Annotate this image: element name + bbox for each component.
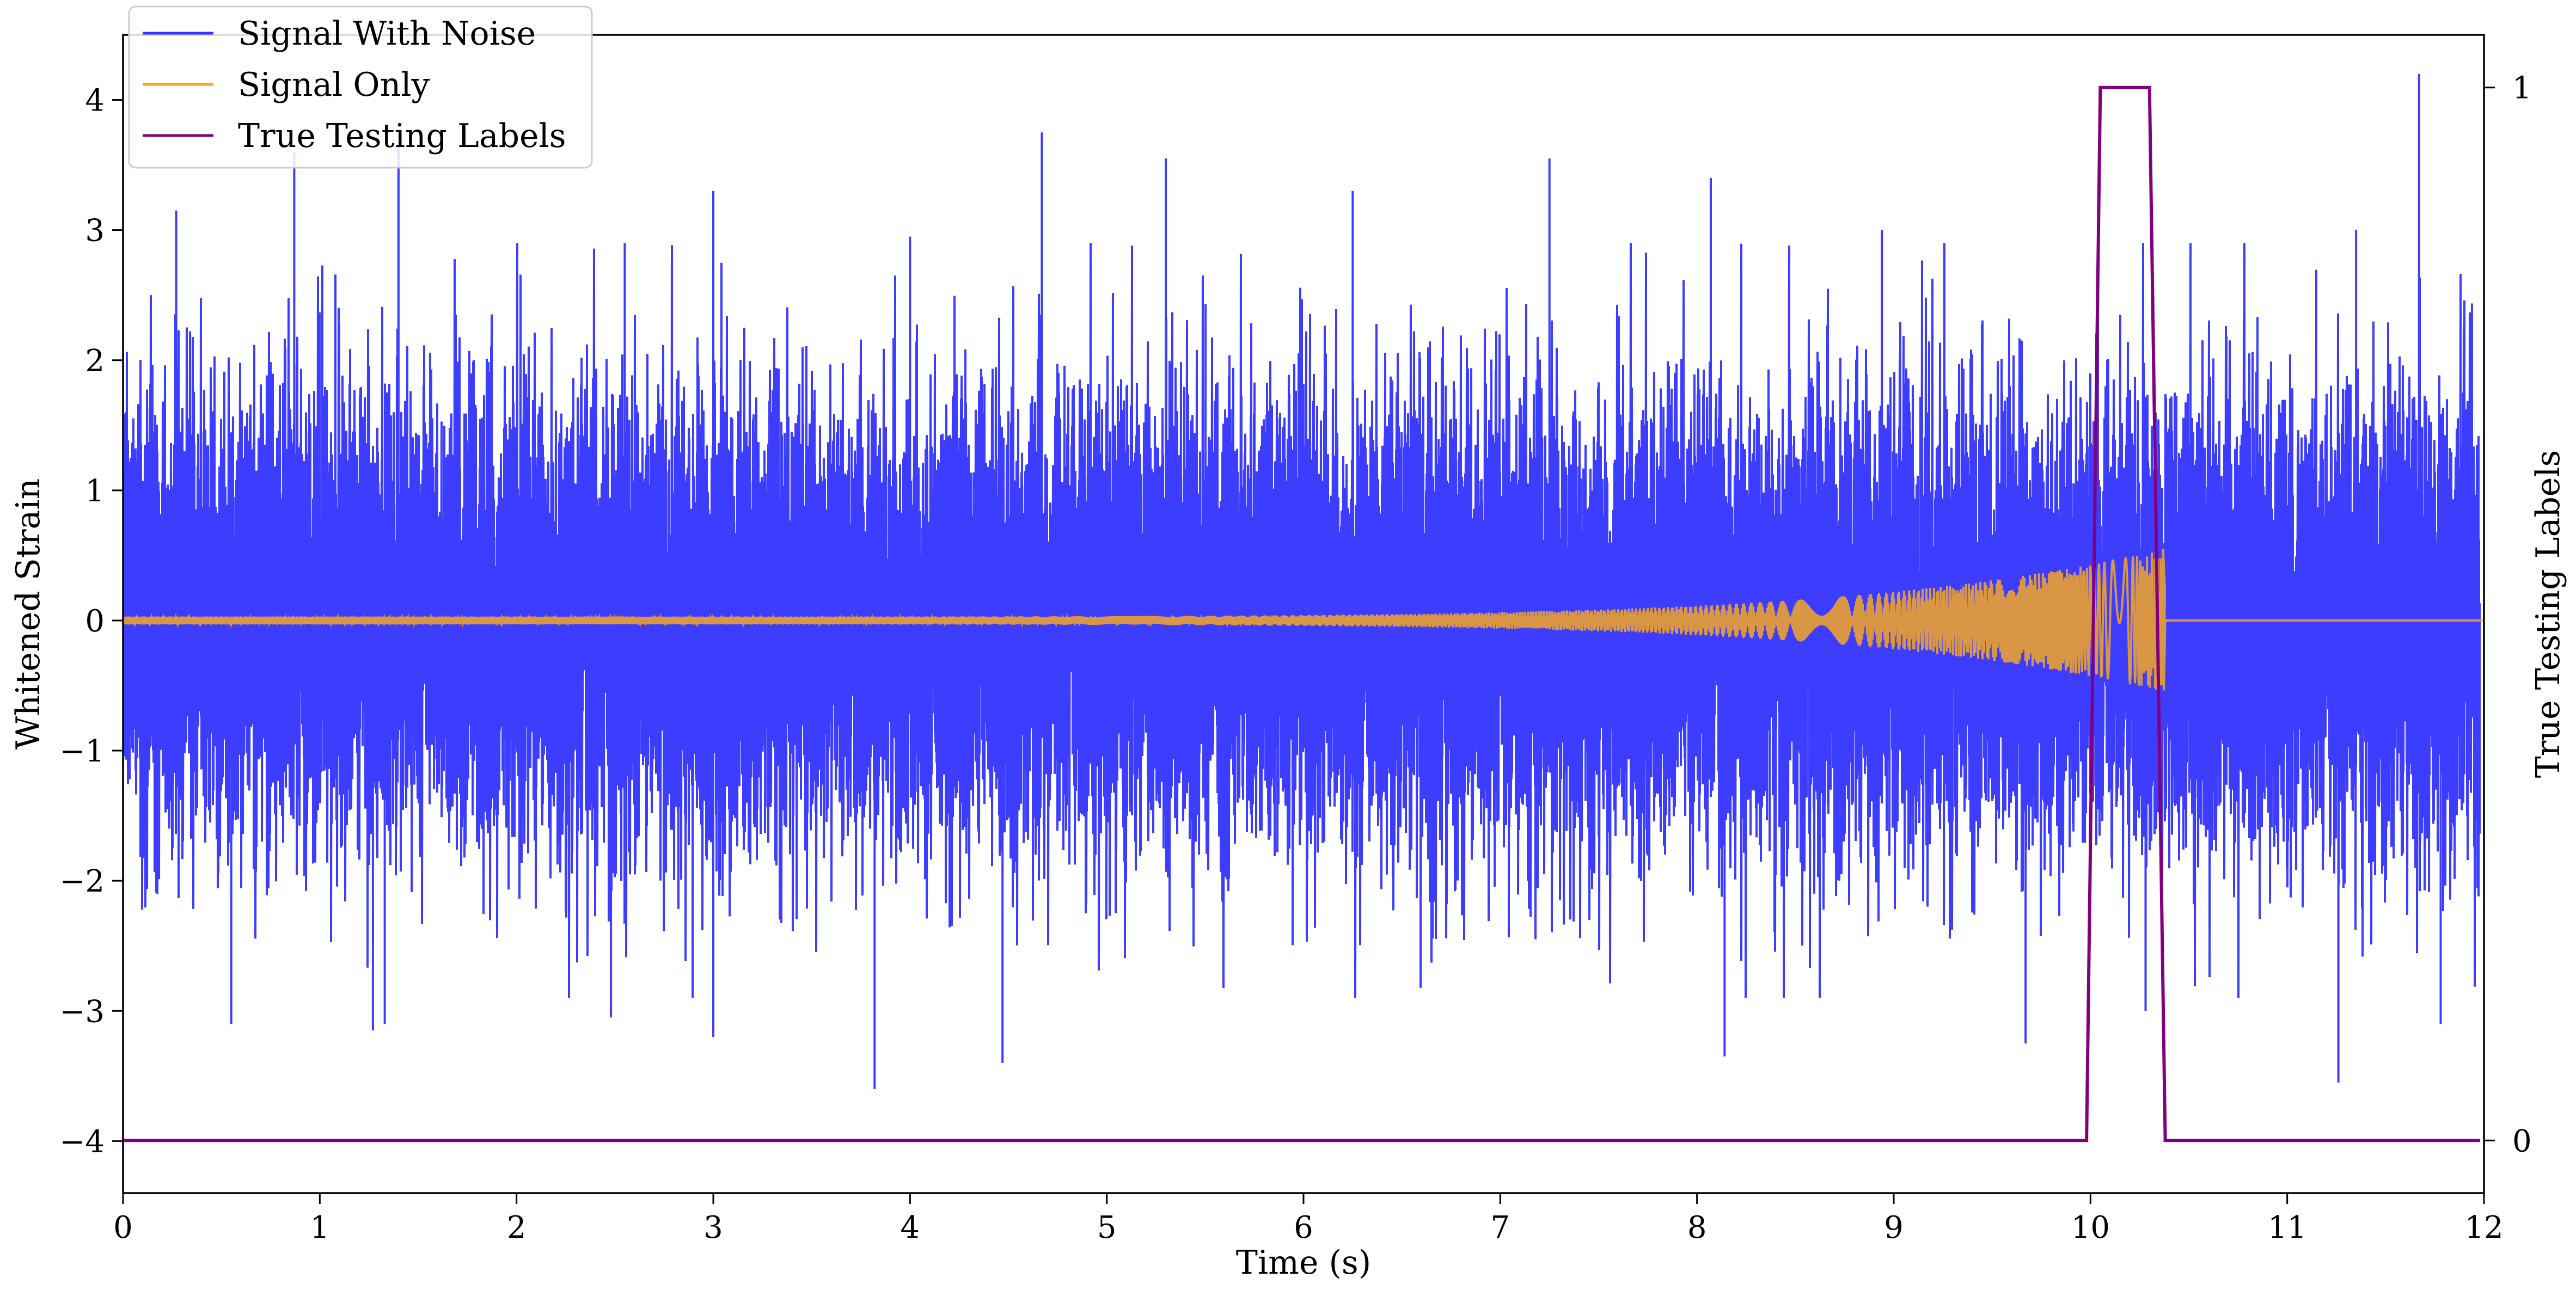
signal-with-noise-line — [123, 73, 2481, 1089]
y-tick-label: 2 — [85, 343, 105, 379]
legend-label-signal-only: Signal Only — [238, 66, 430, 104]
y2-axis-ticks: 01 — [2484, 71, 2532, 1159]
legend-label-signal-with-noise: Signal With Noise — [238, 15, 536, 53]
x-tick-label: 1 — [310, 1210, 330, 1245]
y-axis-label: Whitened Strain — [9, 478, 47, 750]
x-tick-label: 4 — [901, 1210, 920, 1245]
y2-tick-label: 1 — [2512, 71, 2532, 106]
signal-only-series — [123, 549, 2484, 691]
x-tick-label: 7 — [1491, 1210, 1510, 1245]
signal-only-line — [123, 549, 2484, 691]
y-tick-label: −1 — [59, 734, 105, 769]
signal-with-noise-series — [123, 73, 2481, 1089]
y-axis-ticks: −4 −3 −2 −1 0 1 2 3 4 — [59, 83, 123, 1159]
x-tick-label: 2 — [507, 1210, 527, 1245]
y2-axis-label: True Testing Labels — [2529, 450, 2567, 778]
true-testing-labels-line — [123, 85, 2480, 1143]
y2-tick-label: 0 — [2512, 1123, 2532, 1159]
x-tick-label: 0 — [113, 1210, 133, 1245]
y-tick-label: −4 — [59, 1124, 105, 1159]
true-testing-labels-series — [123, 85, 2480, 1143]
x-tick-label: 10 — [2071, 1210, 2110, 1245]
y-tick-label: 1 — [85, 474, 105, 509]
x-tick-label: 6 — [1294, 1210, 1313, 1245]
x-axis-ticks: 0 1 2 3 4 5 6 7 8 9 10 11 12 — [113, 1193, 2504, 1245]
x-tick-label: 12 — [2464, 1210, 2503, 1245]
x-tick-label: 8 — [1687, 1210, 1707, 1245]
x-axis-label: Time (s) — [1236, 1244, 1371, 1282]
x-tick-label: 9 — [1884, 1210, 1904, 1245]
x-tick-label: 11 — [2268, 1210, 2306, 1245]
x-tick-label: 5 — [1097, 1210, 1117, 1245]
legend-label-true-testing-labels: True Testing Labels — [238, 117, 566, 155]
x-tick-label: 3 — [703, 1210, 723, 1245]
y-tick-label: 4 — [85, 83, 105, 119]
legend-box — [128, 5, 593, 169]
y-tick-label: −2 — [59, 864, 105, 899]
y-tick-label: 0 — [85, 604, 105, 639]
y-tick-label: −3 — [59, 994, 105, 1029]
legend: Signal With Noise Signal Only True Testi… — [128, 5, 593, 169]
y-tick-label: 3 — [85, 213, 105, 249]
